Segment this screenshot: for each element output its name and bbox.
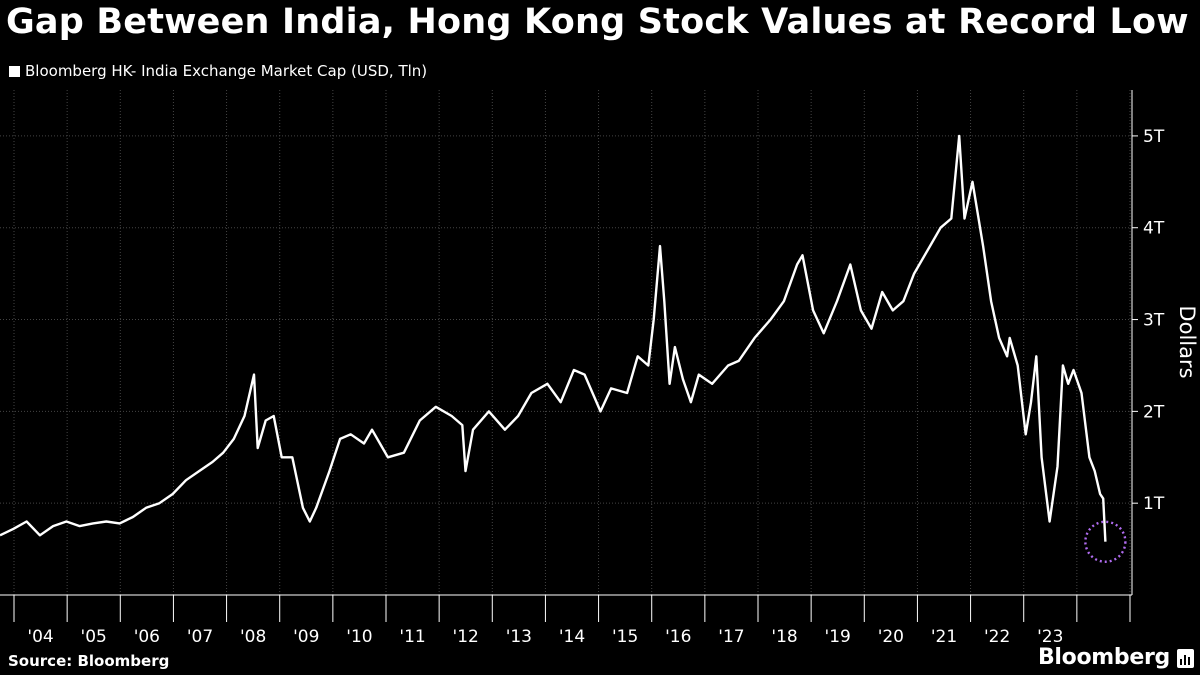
x-tick-label: '18: [771, 627, 797, 647]
y-tick-label: 4T: [1143, 219, 1165, 239]
x-tick-label: '08: [240, 627, 266, 647]
x-tick-label: '09: [293, 627, 319, 647]
record-low-highlight: [1084, 520, 1127, 563]
series-line: [0, 134, 1107, 542]
x-tick-label: '22: [984, 627, 1010, 647]
y-tick-label: 1T: [1143, 494, 1165, 514]
x-tick-label: '07: [187, 627, 213, 647]
x-tick-label: '20: [878, 627, 904, 647]
x-tick-label: '15: [612, 627, 638, 647]
y-tick-label: 2T: [1143, 402, 1165, 422]
source-note: Source: Bloomberg: [8, 652, 170, 670]
chart-title: Gap Between India, Hong Kong Stock Value…: [6, 2, 1189, 42]
y-tick-label: 5T: [1143, 127, 1165, 147]
y-tick-label: 3T: [1143, 311, 1165, 331]
x-tick-label: '06: [134, 627, 160, 647]
x-tick-label: '23: [1037, 627, 1063, 647]
x-tick-label: '10: [346, 627, 372, 647]
x-tick-label: '17: [718, 627, 744, 647]
brand-wordmark: Bloomberg: [1037, 645, 1170, 670]
bloomberg-terminal-icon: [1177, 649, 1194, 668]
x-tick-label: '19: [825, 627, 851, 647]
legend-label: Bloomberg HK- India Exchange Market Cap …: [25, 62, 428, 80]
x-tick-label: '05: [81, 627, 107, 647]
y-axis-title: Dollars: [1175, 305, 1199, 378]
x-tick-label: '12: [453, 627, 479, 647]
legend-swatch: [9, 65, 20, 77]
x-tick-label: '21: [931, 627, 957, 647]
x-tick-label: '14: [559, 627, 585, 647]
x-tick-label: '04: [27, 627, 53, 647]
legend: Bloomberg HK- India Exchange Market Cap …: [9, 62, 427, 80]
x-tick-label: '13: [506, 627, 532, 647]
x-tick-label: '16: [665, 627, 691, 647]
x-tick-label: '11: [399, 627, 425, 647]
